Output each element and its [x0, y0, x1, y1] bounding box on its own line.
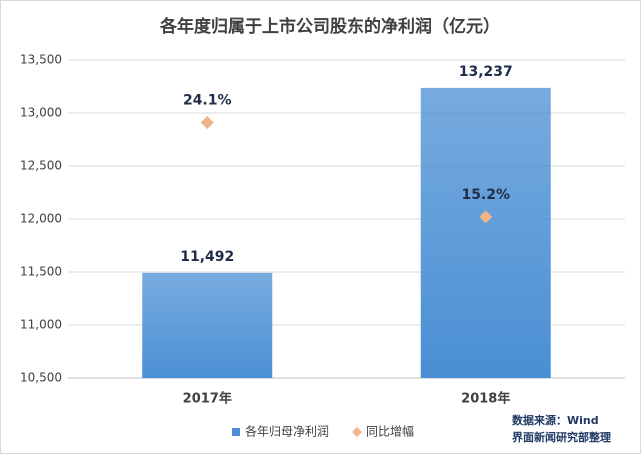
x-tick-label: 2018年: [461, 391, 510, 407]
diamond-marker: [479, 210, 493, 224]
y-tick-label: 10,500: [20, 371, 62, 385]
bar-value-label: 13,237: [459, 64, 513, 80]
y-tick-label: 12,500: [20, 159, 62, 173]
y-tick-label: 13,500: [20, 53, 62, 67]
point-value-label: 15.2%: [461, 187, 510, 203]
y-tick-label: 11,000: [20, 318, 62, 332]
source-note: 界面新闻研究部整理: [512, 430, 611, 444]
point-value-label: 24.1%: [183, 93, 232, 109]
source-note: 数据来源：Wind: [512, 413, 599, 427]
legend-label: 同比增幅: [366, 424, 414, 439]
diamond-marker: [200, 116, 214, 130]
bar: [142, 272, 273, 378]
legend-label: 各年归母净利润: [245, 424, 329, 439]
y-tick-label: 11,500: [20, 265, 62, 279]
x-tick-label: 2017年: [183, 391, 232, 407]
bar: [420, 87, 551, 379]
y-tick-label: 13,000: [20, 106, 62, 120]
legend-swatch: [352, 427, 363, 437]
bar-value-label: 11,492: [180, 249, 234, 265]
legend-swatch: [232, 428, 240, 436]
y-tick-label: 12,000: [20, 212, 62, 226]
chart-title: 各年度归属于上市公司股东的净利润（亿元）: [159, 16, 500, 37]
